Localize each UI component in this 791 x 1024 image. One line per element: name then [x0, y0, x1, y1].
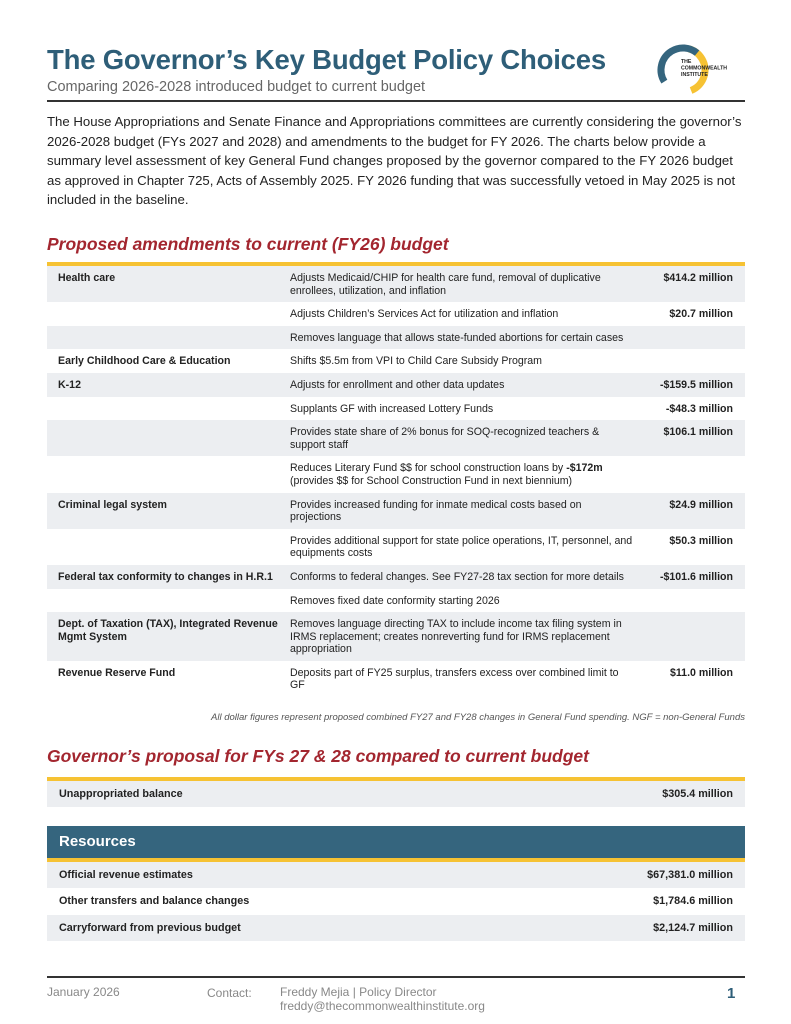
unappropriated-balance-row: Unappropriated balance $305.4 million — [47, 781, 745, 807]
intro-paragraph: The House Appropriations and Senate Fina… — [47, 114, 742, 208]
table-row: Revenue Reserve Fund Deposits part of FY2… — [47, 661, 745, 697]
accent-bar — [47, 858, 745, 862]
commonwealth-institute-logo: THE COMMONWEALTH INSTITUTE — [655, 42, 750, 98]
section-heading-proposal: Governor’s proposal for FYs 27 & 28 comp… — [47, 746, 589, 766]
row-category — [47, 529, 290, 565]
table-row: Supplants GF with increased Lottery Fund… — [47, 397, 745, 421]
row-category: Federal tax conformity to changes in H.R… — [47, 564, 290, 589]
row-amount: $11.0 million — [669, 666, 733, 679]
row-amount: -$159.5 million — [645, 372, 745, 397]
footer-contact-email[interactable]: freddy@thecommonwealthinstitute.org — [280, 999, 485, 1013]
row-description: Adjusts for enrollment and other data up… — [290, 372, 645, 397]
table-row: Criminal legal system Provides increased … — [47, 492, 745, 529]
row-description: Conforms to federal changes. See FY27-28… — [290, 564, 645, 589]
table-row: Federal tax conformity to changes in H.R… — [47, 564, 745, 589]
header-divider — [47, 100, 745, 102]
row-description: Adjusts Medicaid/CHIP for health care fu… — [290, 266, 645, 303]
row-amount — [645, 349, 745, 373]
row-category — [47, 420, 290, 457]
row-amount: $106.1 million — [645, 420, 745, 457]
row-amount: $1,784.6 million — [653, 895, 733, 907]
row-category — [47, 397, 290, 421]
row-amount: $2,124.7 million — [653, 922, 733, 934]
table-row: Dept. of Taxation (TAX), Integrated Reve… — [47, 612, 745, 661]
row-description: Adjusts Children’s Services Act for util… — [290, 308, 559, 321]
description-amount: -$172m — [566, 462, 603, 475]
row-description: Provides state share of 2% bonus for SOQ… — [290, 420, 645, 457]
row-amount: -$101.6 million — [645, 564, 745, 589]
footer-contact-name: Freddy Mejia | Policy Director — [280, 985, 437, 999]
table-row: Health care Adjusts Medicaid/CHIP for hea… — [47, 266, 745, 303]
table-row: Provides additional support for state po… — [47, 529, 745, 565]
description-text: (provides $$ for School Construction Fun… — [290, 474, 573, 487]
footer-date: January 2026 — [47, 985, 120, 999]
row-amount: $305.4 million — [662, 788, 733, 800]
row-description: Supplants GF with increased Lottery Fund… — [290, 402, 494, 415]
row-category — [47, 325, 290, 350]
row-description: Removes fixed date conformity starting 2… — [290, 594, 500, 607]
row-amount: -$48.3 million — [665, 402, 733, 415]
row-description: Removes language that allows state-funde… — [290, 325, 645, 350]
row-category: Revenue Reserve Fund — [58, 666, 176, 679]
page-subtitle: Comparing 2026-2028 introduced budget to… — [47, 79, 426, 95]
table-row: Adjusts Children’s Services Act for util… — [47, 302, 745, 326]
row-amount — [645, 456, 745, 492]
row-amount: $414.2 million — [645, 266, 745, 303]
row-description: Deposits part of FY25 surplus, transfers… — [290, 666, 619, 692]
row-label: Unappropriated balance — [59, 788, 183, 800]
row-category: Early Childhood Care & Education — [58, 355, 231, 368]
description-text: Reduces Literary Fund $$ for school cons… — [290, 462, 567, 475]
svg-text:THE: THE — [681, 59, 692, 65]
accent-bar — [47, 777, 745, 781]
footer-contact-label: Contact: — [207, 986, 252, 1000]
amendments-table: Health care Adjusts Medicaid/CHIP for hea… — [47, 266, 745, 697]
table-row: Early Childhood Care & Education Shifts $… — [47, 349, 745, 373]
row-description: Shifts $5.5m from VPI to Child Care Subs… — [290, 355, 542, 368]
page-title: The Governor’s Key Budget Policy Choices — [47, 44, 606, 75]
row-amount: $20.7 million — [669, 308, 733, 321]
row-category: K-12 — [47, 372, 290, 397]
row-category — [47, 302, 290, 326]
resource-row: Official revenue estimates $67,381.0 mil… — [47, 862, 745, 888]
row-description: Reduces Literary Fund $$ for school cons… — [290, 456, 645, 492]
footer-divider — [47, 976, 745, 978]
table-row: K-12 Adjusts for enrollment and other dat… — [47, 372, 745, 397]
row-amount — [645, 612, 745, 661]
row-amount: $50.3 million — [669, 534, 733, 547]
row-amount: $24.9 million — [645, 492, 745, 529]
table-row: Reduces Literary Fund $$ for school cons… — [47, 456, 745, 492]
row-label: Carryforward from previous budget — [59, 922, 241, 934]
row-description: Provides increased funding for inmate me… — [290, 492, 645, 529]
resources-header: Resources — [47, 826, 745, 858]
table-row: Removes fixed date conformity starting 2… — [47, 589, 745, 613]
row-amount — [645, 325, 745, 350]
svg-text:INSTITUTE: INSTITUTE — [681, 72, 708, 78]
row-amount — [645, 589, 745, 613]
section-heading-amendments: Proposed amendments to current (FY26) bu… — [47, 234, 449, 254]
row-category: Dept. of Taxation (TAX), Integrated Reve… — [47, 612, 290, 661]
row-category — [47, 589, 290, 613]
table-row: Removes language that allows state-funde… — [47, 325, 745, 350]
row-description: Removes language directing TAX to includ… — [290, 612, 645, 661]
row-category: Health care — [47, 266, 290, 303]
row-label: Other transfers and balance changes — [59, 895, 250, 907]
row-description: Provides additional support for state po… — [290, 534, 633, 560]
row-label: Official revenue estimates — [59, 869, 193, 881]
page-number: 1 — [727, 985, 736, 1002]
accent-bar — [47, 262, 745, 266]
row-category: Criminal legal system — [47, 492, 290, 529]
resource-row: Other transfers and balance changes $1,7… — [47, 888, 745, 914]
svg-text:COMMONWEALTH: COMMONWEALTH — [681, 66, 727, 72]
row-amount: $67,381.0 million — [647, 869, 733, 881]
row-category — [47, 456, 290, 492]
resource-row: Carryforward from previous budget $2,124… — [47, 915, 745, 941]
footnote: All dollar figures represent proposed co… — [211, 712, 745, 723]
table-row: Provides state share of 2% bonus for SOQ… — [47, 420, 745, 457]
